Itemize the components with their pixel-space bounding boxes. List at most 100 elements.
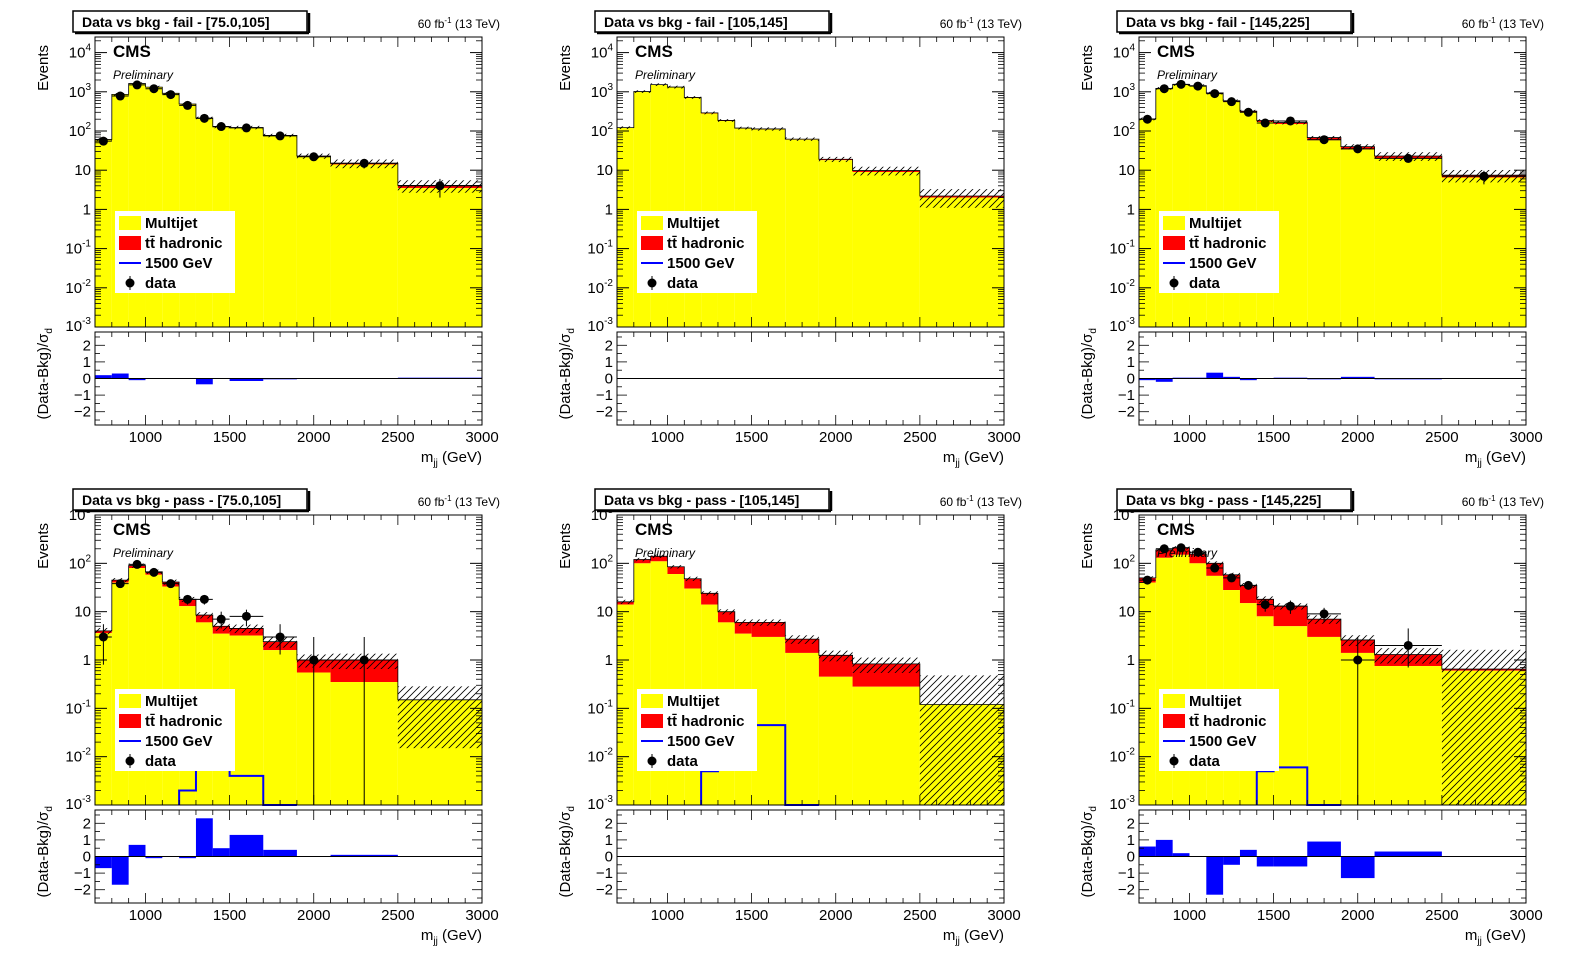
y-tick-label: 103 [69, 82, 92, 101]
legend-label: data [1189, 753, 1221, 770]
y-tick-base: 10 [65, 749, 82, 766]
x-tick-label: 1500 [213, 907, 246, 924]
pull-axis-title-sigma: σ [35, 811, 52, 821]
y-tick-exponent: -3 [1126, 794, 1135, 805]
y-tick-base: 10 [1118, 162, 1135, 179]
y-tick-base: 10 [587, 241, 604, 258]
x-tick-label: 1000 [1173, 907, 1206, 924]
y-tick-exponent: 4 [1129, 43, 1135, 54]
background-total-line [94, 565, 482, 805]
y-tick-label: 10-2 [1109, 747, 1135, 766]
y-tick-label: 10-1 [65, 239, 91, 258]
legend-label: Multijet [1189, 215, 1242, 232]
multijet-bar [751, 129, 786, 327]
uncertainty-band [852, 166, 920, 176]
y-tick-label: 102 [1113, 121, 1136, 140]
y-axis-title: Events [1079, 45, 1096, 91]
y-tick-label: 10 [74, 604, 91, 621]
y-tick-base: 10 [69, 45, 86, 62]
multijet-bar [617, 604, 634, 805]
uncertainty-band [1441, 649, 1526, 805]
y-tick-exponent: -1 [82, 698, 91, 709]
x-tick-label: 3000 [987, 429, 1020, 446]
legend-swatch [641, 714, 663, 728]
multijet-bar [785, 652, 819, 805]
x-tick-label: 1000 [129, 907, 162, 924]
pull-tick-label: 1 [605, 832, 613, 849]
pull-tick-label: −2 [74, 404, 91, 421]
legend-label: Multijet [145, 215, 198, 232]
x-axis-title: mjj (GeV) [421, 449, 482, 469]
x-axis-title-unit: (GeV) [960, 449, 1004, 466]
y-tick-exponent: -1 [604, 698, 613, 709]
y-tick-label: 1 [605, 652, 613, 669]
data-point [149, 84, 159, 94]
data-point [1403, 153, 1413, 163]
data-point [199, 113, 209, 123]
x-tick-label: 2500 [381, 907, 414, 924]
y-tick-label: 10 [596, 162, 613, 179]
uncertainty-band [818, 650, 853, 662]
pull-bar [1239, 849, 1257, 857]
pull-tick-label: −2 [596, 404, 613, 421]
x-tick-label: 1500 [1257, 429, 1290, 446]
lumi-text: 60 fb [418, 17, 445, 31]
y-tick-label-min: 10-3 [65, 316, 91, 335]
multijet-bar [397, 188, 482, 327]
legend-label: 1500 GeV [667, 255, 735, 272]
pull-tick-label: −2 [1118, 882, 1135, 899]
ttbar-bar [1239, 585, 1257, 604]
y-tick-label: 10-2 [65, 278, 91, 297]
y-tick-exponent: 4 [85, 43, 91, 54]
pull-axis-title-sub: d [1088, 806, 1099, 812]
data-point [199, 594, 209, 604]
y-tick-exponent: -3 [604, 316, 613, 327]
cms-preliminary: Preliminary [1157, 546, 1218, 560]
data-point [275, 131, 285, 141]
y-tick-exponent: 2 [607, 553, 613, 564]
pull-axis-title-sub: d [566, 806, 577, 812]
lumi-suffix: (13 TeV) [452, 17, 500, 31]
multijet-bar [330, 164, 398, 327]
data-point [132, 559, 142, 569]
legend-swatch [641, 236, 663, 250]
pull-axis-title-sigma: σ [1079, 333, 1096, 343]
lumi-suffix: (13 TeV) [974, 17, 1022, 31]
multijet-bar [818, 676, 853, 805]
pull-axis-title-sub: d [44, 328, 55, 334]
pull-tick-label: 0 [83, 849, 91, 866]
data-point [1319, 135, 1329, 145]
y-tick-base: 10 [1113, 555, 1130, 572]
chart-title: Data vs bkg - fail - [145,225] [1126, 14, 1310, 30]
y-tick-base: 10 [65, 700, 82, 717]
pull-tick-label: −1 [596, 865, 613, 882]
cms-preliminary: Preliminary [113, 546, 174, 560]
cms-preliminary: Preliminary [1157, 68, 1218, 82]
multijet-bar [751, 636, 786, 805]
legend-swatch [1163, 236, 1185, 250]
y-axis-title: Events [1079, 523, 1096, 569]
multijet-bar [1374, 158, 1442, 327]
legend-label: tt̄ hadronic [145, 713, 223, 730]
cms-label: CMS [113, 42, 151, 61]
x-axis-title-main: m [943, 927, 956, 944]
pull-axis-title-sub: d [44, 806, 55, 812]
y-tick-label-min: 10-3 [65, 794, 91, 813]
multijet-bar [1273, 626, 1308, 805]
x-axis-title-main: m [421, 927, 434, 944]
data-point [435, 181, 445, 191]
lumi-label: 60 fb-1 (13 TeV) [1462, 494, 1544, 509]
y-tick-exponent: 2 [1129, 121, 1135, 132]
pull-tick-label: 0 [83, 371, 91, 388]
y-tick-exponent: 2 [85, 121, 91, 132]
data-point [1403, 640, 1413, 650]
y-tick-exponent: 2 [85, 553, 91, 564]
y-tick-label: 1 [1127, 201, 1135, 218]
multijet-bar [1273, 124, 1308, 327]
multijet-bar [95, 139, 112, 327]
data-point [1260, 600, 1270, 610]
y-tick-base: 10 [65, 796, 82, 813]
x-tick-label: 3000 [465, 429, 498, 446]
pull-bar [1273, 856, 1308, 867]
